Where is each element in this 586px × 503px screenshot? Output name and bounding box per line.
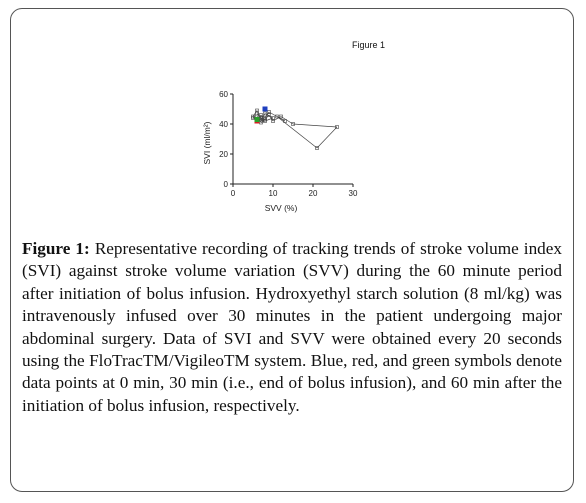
data-point: [263, 119, 267, 123]
plot-axes: 0 10 20 30 0 20 40 60 SVV (%) SVI (ml/m²): [202, 90, 358, 213]
trace-segment: [292, 123, 338, 128]
data-point: [291, 122, 295, 126]
figure-frame: [10, 8, 574, 492]
trace-segment: [252, 110, 258, 117]
caption-label: Figure 1:: [22, 239, 90, 258]
y-tick-label: 0: [224, 180, 229, 189]
plot-traces: [251, 108, 339, 150]
data-point: [275, 114, 279, 119]
data-point: [283, 119, 287, 123]
y-tick-label: 20: [219, 150, 228, 159]
marker-60-min: [254, 117, 260, 122]
data-point: [279, 114, 283, 119]
data-point: [315, 146, 319, 150]
x-tick-label: 0: [231, 189, 236, 198]
figure-caption: Figure 1: Representative recording of tr…: [22, 238, 562, 417]
marker-0-min: [262, 106, 268, 112]
data-point: [271, 116, 275, 120]
x-axis-label: SVV (%): [265, 203, 298, 213]
data-point: [335, 125, 339, 129]
y-tick-label: 40: [219, 120, 228, 129]
data-point: [255, 108, 259, 113]
trace-segment: [260, 113, 266, 120]
data-point: [267, 110, 271, 114]
y-tick-label: 60: [219, 90, 228, 99]
svi-svv-plot: 0 10 20 30 0 20 40 60 SVV (%) SVI (ml/m²): [202, 90, 358, 213]
figure-label: Figure 1: [352, 40, 386, 50]
trace-segment: [280, 116, 294, 125]
data-point: [263, 111, 267, 116]
caption-text: Representative recording of tracking tre…: [22, 239, 562, 415]
plot-markers: [254, 106, 268, 124]
x-tick-label: 20: [309, 189, 318, 198]
trace-segment: [260, 117, 274, 123]
x-tick-label: 10: [269, 189, 278, 198]
trace-segment: [268, 111, 286, 122]
trace-segment: [276, 116, 318, 149]
trace-segment: [316, 126, 338, 149]
y-axis-label: SVI (ml/m²): [202, 121, 212, 164]
data-point: [259, 113, 263, 117]
x-tick-label: 30: [349, 189, 358, 198]
